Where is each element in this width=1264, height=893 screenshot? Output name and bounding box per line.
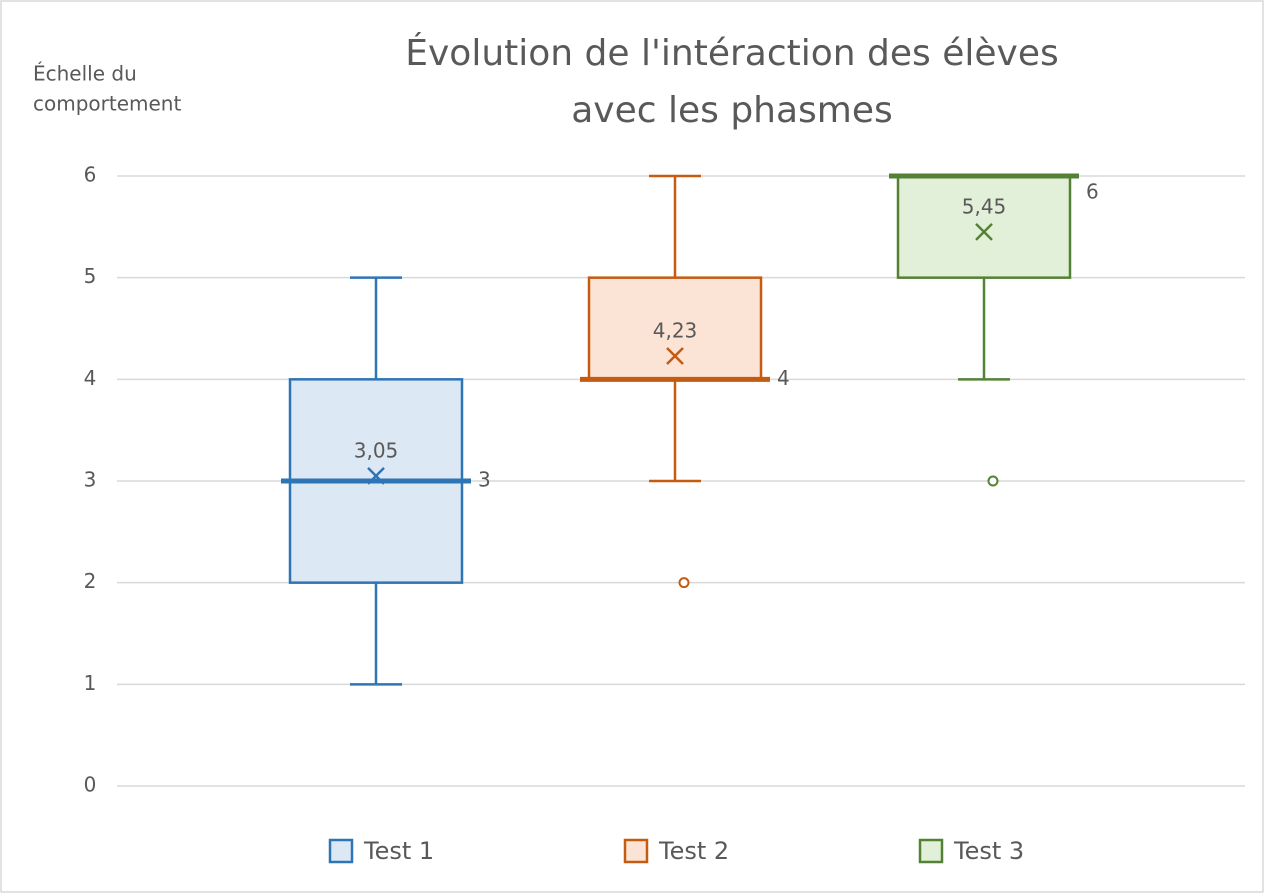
mean-marker [666, 347, 684, 365]
legend-swatch [623, 838, 649, 864]
legend-swatch [918, 838, 944, 864]
outlier [987, 475, 999, 487]
mean-cross [666, 347, 684, 365]
legend-label: Test 3 [953, 837, 1024, 865]
mean-label: 3,05 [354, 438, 399, 462]
mean-marker [367, 467, 385, 485]
y-tick-label: 4 [84, 366, 97, 390]
mean-cross [975, 223, 993, 241]
median-label: 6 [1086, 180, 1099, 204]
legend-label: Test 1 [363, 837, 434, 865]
y-tick-label: 5 [84, 264, 97, 288]
chart-title: Évolution de l'intéraction des élèves [405, 32, 1058, 74]
outlier [678, 577, 690, 589]
median-label: 4 [777, 366, 790, 390]
legend-label: Test 2 [658, 837, 729, 865]
y-tick-label: 3 [84, 468, 97, 492]
box [896, 174, 1072, 279]
y-tick-label: 1 [84, 671, 97, 695]
mean-cross [367, 467, 385, 485]
y-tick-label: 2 [84, 569, 97, 593]
median-label: 3 [478, 468, 491, 492]
chart-title: avec les phasmes [571, 90, 893, 131]
y-tick-label: 0 [84, 773, 97, 797]
legend-swatch [328, 838, 354, 864]
y-axis-label: comportement [33, 92, 181, 116]
box [587, 276, 763, 381]
mean-label: 5,45 [962, 194, 1007, 218]
y-axis-label: Échelle du [33, 62, 137, 86]
mean-marker [975, 223, 993, 241]
y-tick-label: 6 [84, 163, 97, 187]
mean-label: 4,23 [653, 318, 698, 342]
